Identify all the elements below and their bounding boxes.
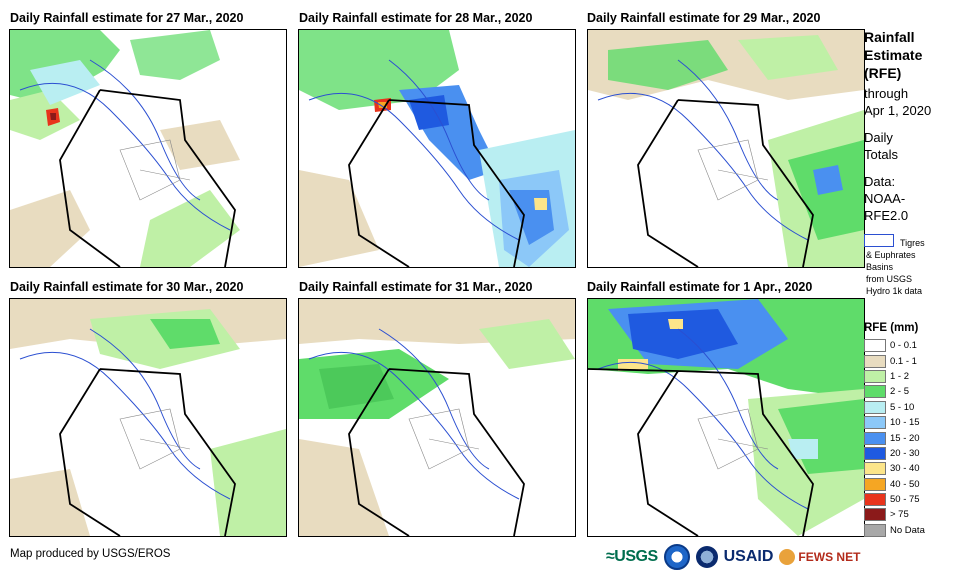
sidebar-data-label: Data: [864, 174, 896, 189]
legend-swatch [864, 354, 886, 368]
sidebar-date: Apr 1, 2020 [864, 103, 932, 118]
rainfall-map-31mar [298, 298, 576, 537]
basin-line2: & Euphrates [866, 250, 916, 260]
legend-swatch [864, 523, 886, 537]
legend-label: > 75 [890, 509, 909, 521]
credit-text: Map produced by USGS/EROS [10, 548, 171, 560]
legend-item: 0.1 - 1 [864, 353, 925, 368]
sidebar-title-line2: Estimate [864, 47, 923, 63]
logo-bar: ≈USGS USAID FEWS NET [606, 544, 860, 570]
legend-item: 20 - 30 [864, 446, 925, 461]
legend-swatch [864, 416, 886, 430]
usaid-logo: USAID [723, 548, 774, 565]
sidebar-title: Rainfall Estimate (RFE) [864, 28, 922, 82]
legend-label: 10 - 15 [890, 417, 920, 429]
basin-line1: Tigres [900, 238, 925, 248]
legend-item: 1 - 2 [864, 369, 925, 384]
legend-item: 15 - 20 [864, 430, 925, 445]
sidebar-totals: Totals [864, 147, 898, 162]
legend-swatch [864, 369, 886, 383]
legend-swatch [864, 400, 886, 414]
legend-label: 40 - 50 [890, 478, 920, 490]
fews-net-logo: FEWS NET [779, 549, 860, 565]
basin-line5: Hydro 1k data [866, 286, 923, 296]
legend-item: > 75 [864, 507, 925, 522]
rainfall-map-29mar [587, 29, 865, 268]
sidebar-data-src2: RFE2.0 [864, 208, 909, 223]
legend-label: No Data [890, 524, 925, 536]
basin-legend-swatch [864, 234, 894, 247]
legend-swatch [864, 431, 886, 445]
legend-item: No Data [864, 523, 925, 538]
legend-label: 30 - 40 [890, 463, 920, 475]
panel-title-1apr: Daily Rainfall estimate for 1 Apr., 2020 [587, 280, 813, 294]
dhs-seal-icon [695, 546, 718, 568]
panel-title-28mar: Daily Rainfall estimate for 28 Mar., 202… [299, 11, 533, 25]
rainfall-map-1apr [587, 298, 865, 537]
legend-swatch [864, 462, 886, 476]
basin-line3: Basins [866, 262, 894, 272]
legend-swatch [864, 385, 886, 399]
legend-item: 40 - 50 [864, 477, 925, 492]
sidebar-through: through [864, 86, 909, 101]
legend-swatch [864, 477, 886, 491]
legend-swatch [864, 493, 886, 507]
legend-label: 5 - 10 [890, 401, 915, 413]
legend-item: 0 - 0.1 [864, 338, 925, 353]
sidebar-title-line3: (RFE) [864, 65, 902, 81]
basin-legend-text: Tigres & Euphrates Basins from USGS Hydr… [866, 237, 966, 297]
legend-label: 0 - 0.1 [890, 340, 917, 352]
fews-net-text: FEWS NET [798, 550, 861, 564]
legend-item: 2 - 5 [864, 384, 925, 399]
legend-label: 50 - 75 [890, 494, 920, 506]
legend-item: 10 - 15 [864, 415, 925, 430]
legend-swatch [864, 508, 886, 522]
legend-title: RFE (mm) [864, 322, 919, 334]
legend-item: 30 - 40 [864, 461, 925, 476]
legend-label: 0.1 - 1 [890, 355, 917, 367]
sidebar-title-line1: Rainfall [864, 29, 915, 45]
legend-label: 20 - 30 [890, 447, 920, 459]
legend-item: 5 - 10 [864, 400, 925, 415]
rainfall-map-30mar [9, 298, 287, 537]
fews-globe-icon [779, 549, 796, 565]
noaa-logo-icon [663, 544, 690, 570]
sidebar-daily: Daily [864, 130, 893, 145]
panel-title-27mar: Daily Rainfall estimate for 27 Mar., 202… [10, 11, 244, 25]
rainfall-map-27mar [9, 29, 287, 268]
basin-line4: from USGS [866, 274, 913, 284]
panel-title-30mar: Daily Rainfall estimate for 30 Mar., 202… [10, 280, 244, 294]
sidebar-data-src1: NOAA- [864, 191, 906, 206]
legend-item: 50 - 75 [864, 492, 925, 507]
rfe-legend: 0 - 0.1 0.1 - 1 1 - 2 2 - 5 5 - 10 10 - 15 15 … [864, 338, 925, 538]
legend-label: 2 - 5 [890, 386, 910, 398]
rainfall-map-28mar [298, 29, 576, 268]
legend-swatch [864, 339, 886, 353]
legend-label: 1 - 2 [890, 370, 910, 382]
legend-label: 15 - 20 [890, 432, 920, 444]
panel-title-31mar: Daily Rainfall estimate for 31 Mar., 202… [299, 280, 533, 294]
legend-swatch [864, 446, 886, 460]
usgs-logo: ≈USGS [606, 548, 658, 565]
panel-title-29mar: Daily Rainfall estimate for 29 Mar., 202… [587, 11, 821, 25]
